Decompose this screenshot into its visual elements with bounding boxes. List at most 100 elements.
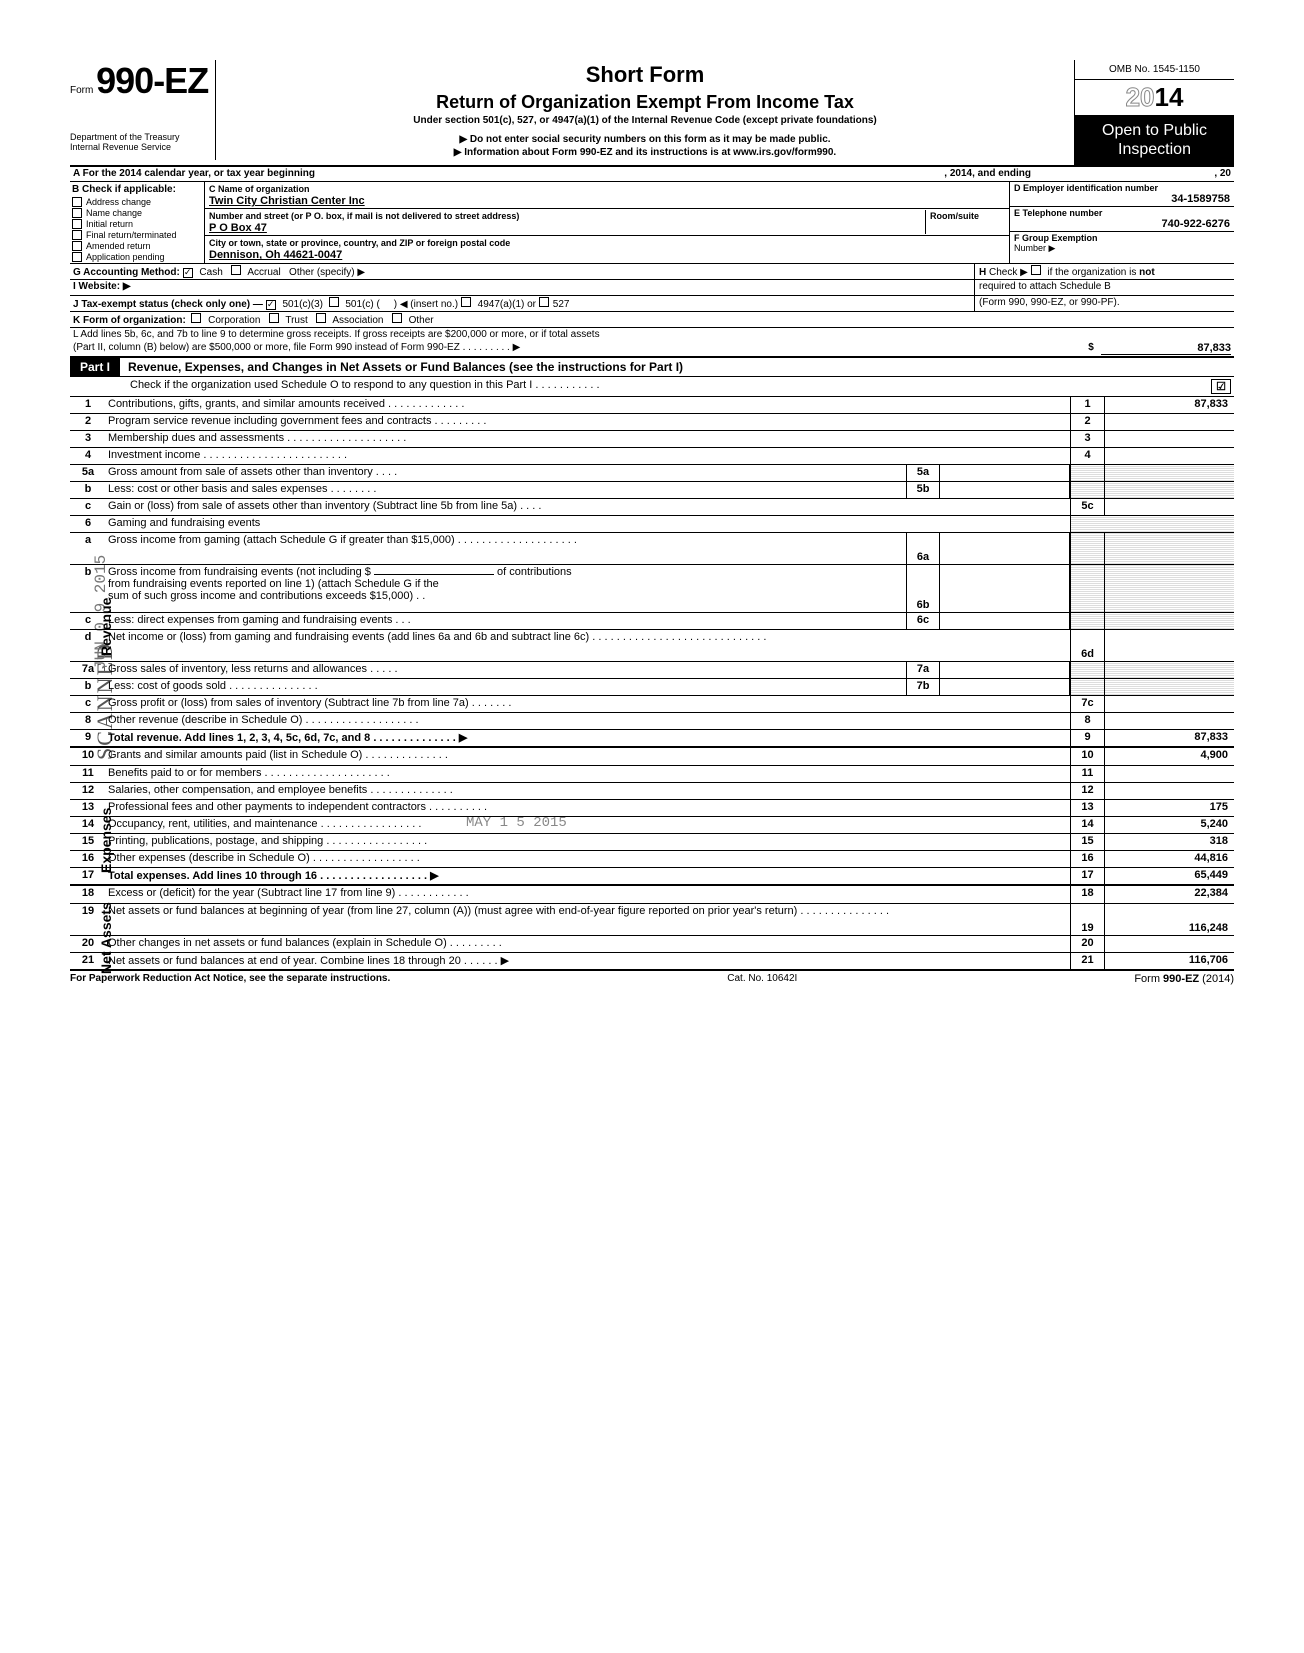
- t13: Professional fees and other payments to …: [106, 800, 1070, 816]
- chk-501c3[interactable]: ✓: [266, 300, 276, 310]
- t16: Other expenses (describe in Schedule O) …: [106, 851, 1070, 867]
- footer-mid: Cat. No. 10642I: [727, 973, 797, 985]
- sh6c: [1070, 613, 1104, 629]
- t14: Occupancy, rent, utilities, and maintena…: [108, 818, 421, 830]
- n3: 3: [70, 431, 106, 447]
- footer: For Paperwork Reduction Act Notice, see …: [70, 969, 1234, 985]
- b3: 3: [1070, 431, 1104, 447]
- b-init: Initial return: [86, 219, 133, 229]
- revenue-label: Revenue: [98, 598, 114, 656]
- c-city: Dennison, Oh 44621-0047: [209, 249, 342, 261]
- g-other: Other (specify) ▶: [289, 267, 365, 278]
- b7c: 7c: [1070, 696, 1104, 712]
- sh7a: [1070, 662, 1104, 678]
- n6: 6: [70, 516, 106, 532]
- d-val: 34-1589758: [1014, 193, 1230, 205]
- shv6b: [1104, 565, 1234, 612]
- v17: 65,449: [1104, 868, 1234, 884]
- part1-check-text: Check if the organization used Schedule …: [130, 379, 1211, 394]
- t10: Grants and similar amounts paid (list in…: [106, 748, 1070, 765]
- part1-title: Revenue, Expenses, and Changes in Net As…: [120, 360, 683, 374]
- shv5a: [1104, 465, 1234, 481]
- t6: Gaming and fundraising events: [106, 516, 1070, 532]
- t5a: Gross amount from sale of assets other t…: [106, 465, 906, 481]
- chk-address[interactable]: [72, 197, 82, 207]
- may-stamp: MAY 1 5 2015: [466, 815, 567, 831]
- chk-initial[interactable]: [72, 219, 82, 229]
- netassets-section: Net Assets 18Excess or (deficit) for the…: [70, 884, 1234, 969]
- shv6c: [1104, 613, 1234, 629]
- n1: 1: [70, 397, 106, 413]
- chk-527[interactable]: [539, 297, 549, 307]
- t4: Investment income . . . . . . . . . . . …: [106, 448, 1070, 464]
- block-bcdef: B Check if applicable: Address change Na…: [70, 181, 1234, 263]
- chk-accrual[interactable]: [231, 265, 241, 275]
- n5c: c: [70, 499, 106, 515]
- n6a: a: [70, 533, 106, 564]
- b9: 9: [1070, 730, 1104, 746]
- k-trust: Trust: [285, 315, 307, 326]
- m7b: 7b: [906, 679, 940, 695]
- chk-other[interactable]: [392, 313, 402, 323]
- arrow2: ▶ Information about Form 990-EZ and its …: [216, 147, 1074, 158]
- mv5a: [940, 465, 1070, 481]
- b19: 19: [1070, 904, 1104, 935]
- mv6a: [940, 533, 1070, 564]
- title-main: Short Form: [216, 62, 1074, 88]
- v14: 5,240: [1104, 817, 1234, 833]
- t19: Net assets or fund balances at beginning…: [106, 904, 1070, 935]
- n2: 2: [70, 414, 106, 430]
- mv5b: [940, 482, 1070, 498]
- g-cash: Cash: [199, 267, 222, 278]
- part1-check-row: Check if the organization used Schedule …: [70, 377, 1234, 396]
- col-c: C Name of organization Twin City Christi…: [205, 182, 1009, 263]
- j-527: 527: [553, 299, 570, 310]
- title-box: Short Form Return of Organization Exempt…: [215, 60, 1074, 160]
- t15: Printing, publications, postage, and shi…: [106, 834, 1070, 850]
- t5c: Gain or (loss) from sale of assets other…: [106, 499, 1070, 515]
- dept2: Internal Revenue Service: [70, 142, 215, 152]
- row-a-end: , 20: [1034, 167, 1234, 181]
- b14: 14: [1070, 817, 1104, 833]
- c-street-lbl: Number and street (or P O. box, if mail …: [209, 211, 519, 221]
- v12: [1104, 783, 1234, 799]
- revenue-section: Revenue 1Contributions, gifts, grants, a…: [70, 396, 1234, 746]
- t3: Membership dues and assessments . . . . …: [106, 431, 1070, 447]
- shv7a: [1104, 662, 1234, 678]
- c-name: Twin City Christian Center Inc: [209, 195, 365, 207]
- chk-assoc[interactable]: [316, 313, 326, 323]
- chk-501c[interactable]: [329, 297, 339, 307]
- h3: (Form 990, 990-EZ, or 990-PF).: [974, 296, 1234, 311]
- v2: [1104, 414, 1234, 430]
- v11: [1104, 766, 1234, 782]
- b8: 8: [1070, 713, 1104, 729]
- b20: 20: [1070, 936, 1104, 952]
- chk-name[interactable]: [72, 208, 82, 218]
- chk-pending[interactable]: [72, 252, 82, 262]
- footer-left: For Paperwork Reduction Act Notice, see …: [70, 973, 390, 985]
- t6b-wrap: Gross income from fundraising events (no…: [106, 565, 906, 612]
- b-amend: Amended return: [86, 241, 151, 251]
- chk-trust[interactable]: [269, 313, 279, 323]
- chk-cash[interactable]: ✓: [183, 268, 193, 278]
- v20: [1104, 936, 1234, 952]
- m5a: 5a: [906, 465, 940, 481]
- chk-h[interactable]: [1031, 265, 1041, 275]
- chk-final[interactable]: [72, 230, 82, 240]
- b21: 21: [1070, 953, 1104, 969]
- chk-corp[interactable]: [191, 313, 201, 323]
- t6b4: sum of such gross income and contributio…: [108, 590, 425, 602]
- col-b: B Check if applicable: Address change Na…: [70, 182, 205, 263]
- v8: [1104, 713, 1234, 729]
- part1-header: Part I Revenue, Expenses, and Changes in…: [70, 356, 1234, 377]
- b5c: 5c: [1070, 499, 1104, 515]
- f-lbl2: Number ▶: [1014, 243, 1055, 253]
- shv6a: [1104, 533, 1234, 564]
- part1-check-box[interactable]: ☑: [1211, 379, 1231, 394]
- row-a-mid: , 2014, and ending: [941, 167, 1034, 181]
- chk-4947[interactable]: [461, 297, 471, 307]
- t2: Program service revenue including govern…: [106, 414, 1070, 430]
- v4: [1104, 448, 1234, 464]
- v7c: [1104, 696, 1234, 712]
- chk-amended[interactable]: [72, 241, 82, 251]
